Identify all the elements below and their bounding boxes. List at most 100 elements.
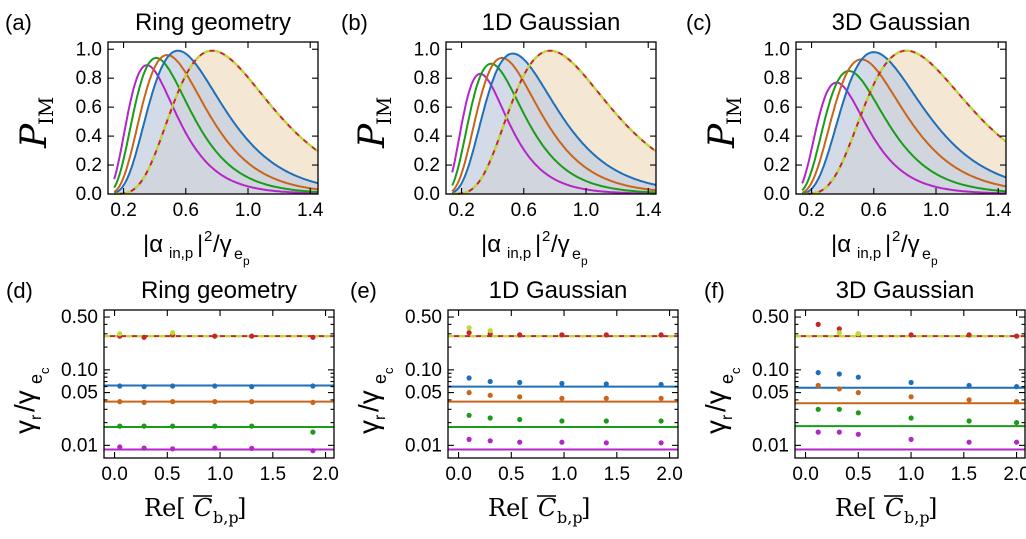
y-tick-label: 0.05	[752, 383, 789, 404]
x-tick-label: 0.6	[861, 200, 887, 221]
data-point-red	[603, 332, 609, 338]
series-line-yellow-green-dashed	[452, 49, 657, 196]
y-tick-label: 0.10	[405, 360, 442, 381]
y-axis-label-den: /γ	[353, 390, 384, 412]
x-axis-label-c: C	[194, 494, 212, 522]
data-point-red	[559, 332, 565, 338]
x-tick-label: 1.0	[235, 200, 261, 221]
y-axis-label-den-sub: e	[26, 374, 46, 384]
data-point-magenta	[466, 436, 472, 442]
y-tick-label: 0.50	[752, 307, 789, 328]
y-axis-label-den-sub: e	[717, 374, 737, 384]
x-axis-label-bar: |	[885, 231, 891, 258]
panel-label-e: (e)	[350, 278, 377, 303]
data-point-yellow	[170, 330, 176, 336]
y-tick-label: 0.50	[405, 307, 442, 328]
x-tick-label: 1.0	[898, 464, 924, 485]
plot-area-e	[448, 325, 678, 451]
x-axis-label-den-subsub: p	[931, 254, 938, 268]
data-point-blue	[117, 383, 123, 389]
y-axis-label-den-subsub: c	[381, 367, 396, 374]
data-point-orange	[487, 392, 493, 398]
y-tick-label: 0.2	[76, 155, 102, 176]
data-point-red	[815, 321, 821, 327]
x-axis-label-main: |α	[481, 231, 501, 258]
data-point-green	[487, 415, 493, 421]
y-axis-label-den-subsub: c	[728, 367, 743, 374]
y-tick-label: 0.0	[76, 184, 102, 205]
x-tick-label: 2.0	[656, 464, 682, 485]
panel-c: (c) 3D Gaussian 0.2 0.6 1.0 1.4 0.0 0.2 0.4 0.6…	[686, 9, 1012, 268]
x-axis-label-close: ]	[237, 494, 246, 522]
y-axis-label-symbol: P	[352, 123, 393, 149]
data-point-blue	[855, 374, 861, 380]
panel-d: (d) Ring geometry 0.0 0.5 1.0 1.5 2.0 0.01 0.0…	[6, 277, 339, 527]
y-tick-label: 0.4	[414, 126, 441, 147]
y-axis-label: γr/γ ec	[700, 367, 743, 434]
data-point-green	[855, 410, 861, 416]
y-axis-label-num: γ	[700, 420, 731, 434]
x-axis-label-den-subsub: p	[581, 254, 588, 268]
y-tick-label: 0.8	[414, 68, 440, 89]
data-point-blue	[908, 379, 914, 386]
x-axis-label-re: Re[	[144, 494, 186, 522]
data-point-red	[466, 330, 472, 336]
data-point-blue	[466, 375, 472, 381]
panel-label-c: (c)	[686, 10, 712, 35]
x-tick-label: 0.0	[445, 464, 471, 485]
panel-title-b: 1D Gaussian	[482, 9, 621, 36]
axis-frame-d	[103, 309, 335, 459]
data-point-blue	[141, 384, 147, 390]
x-axis-label-c: C	[885, 494, 903, 522]
y-tick-label: 0.6	[764, 97, 790, 118]
x-axis-label-bar: |	[535, 231, 541, 258]
y-tick-label: 0.0	[414, 184, 440, 205]
x-tick-label: 0.0	[792, 464, 818, 485]
series-line-orange	[113, 54, 319, 193]
data-point-magenta	[966, 439, 972, 445]
data-point-blue	[212, 383, 218, 389]
x-axis-label-sub: in,p	[507, 245, 531, 262]
data-point-magenta	[559, 439, 565, 445]
series-line-green	[801, 70, 1007, 193]
y-tick-label: 1.0	[764, 39, 790, 60]
x-tick-label: 1.5	[604, 464, 630, 485]
x-axis-label-main: |α	[831, 231, 851, 258]
data-point-magenta	[1014, 439, 1020, 445]
data-point-magenta	[603, 440, 609, 446]
data-point-green	[170, 423, 176, 429]
data-point-yellow	[487, 328, 493, 334]
series-line-orange	[451, 56, 657, 192]
panel-label-d: (d)	[6, 278, 33, 303]
panel-label-b: (b)	[341, 10, 368, 35]
x-axis-label-sub: in,p	[169, 245, 193, 262]
y-axis-label-num-sub: r	[372, 414, 389, 420]
x-tick-label: 0.5	[845, 464, 871, 485]
data-point-magenta	[815, 429, 821, 435]
y-tick-label: 1.0	[76, 39, 102, 60]
y-tick-label: 0.6	[76, 97, 102, 118]
data-point-red	[141, 334, 147, 340]
x-tick-label: 0.0	[101, 464, 127, 485]
y-tick-label: 0.8	[76, 68, 102, 89]
plot-area-f	[795, 321, 1025, 451]
data-point-red	[1014, 333, 1020, 339]
x-tick-label: 0.5	[154, 464, 180, 485]
series-line-blue	[451, 52, 657, 194]
x-axis-label-den: /γ	[901, 231, 920, 258]
panel-title-d: Ring geometry	[141, 277, 297, 304]
data-point-orange	[815, 382, 821, 389]
x-tick-label: 1.5	[260, 464, 286, 485]
x-tick-label: 0.6	[511, 200, 537, 221]
y-axis-label: γr/γ ec	[353, 367, 396, 434]
series-line-orange	[801, 58, 1007, 194]
data-point-red	[966, 332, 972, 338]
x-axis-label-c: C	[538, 494, 556, 522]
plot-area-a	[108, 49, 319, 196]
x-axis-label-den: /γ	[551, 231, 570, 258]
data-point-orange	[658, 395, 664, 401]
data-point-yellow	[836, 330, 842, 336]
panel-title-a: Ring geometry	[135, 9, 291, 36]
